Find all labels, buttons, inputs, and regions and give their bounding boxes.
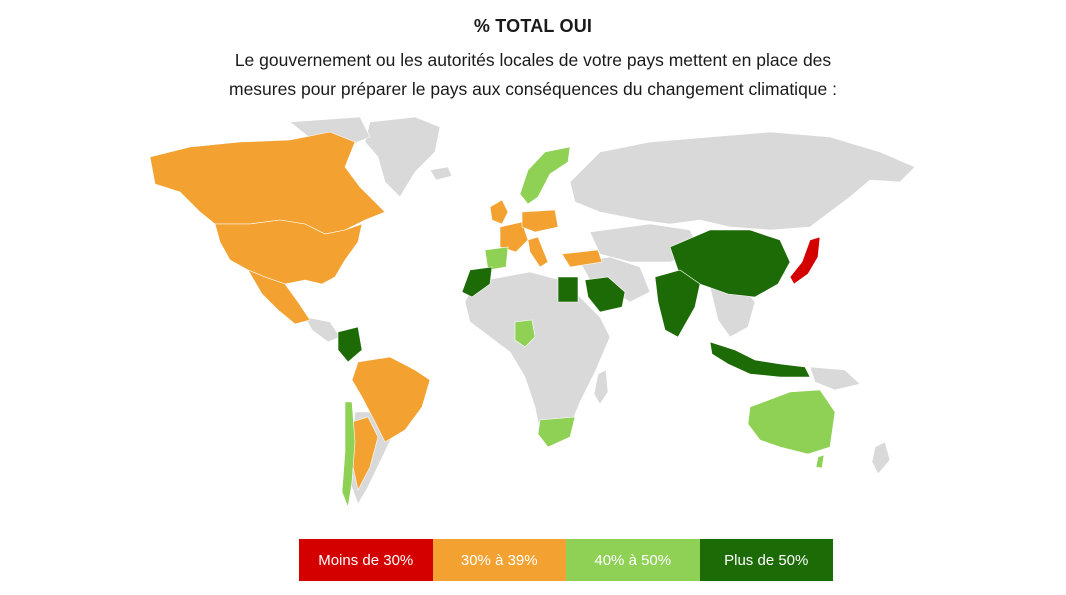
country-japan [789,236,821,285]
subtitle-line-1: Le gouvernement ou les autorités locales… [234,50,832,70]
country-nigeria [514,319,536,348]
land-new-guinea [809,366,861,391]
land-iceland [429,166,453,181]
country-france [499,221,529,253]
country-colombia [337,326,363,363]
country-india [654,269,701,338]
country-mexico [247,269,311,325]
country-sweden-norway [519,146,571,205]
legend-item-gt50: Plus de 50% [699,539,833,581]
country-new-zealand-south [815,454,825,469]
country-uk [489,199,509,225]
land-russia [569,131,916,231]
country-chile [341,401,356,509]
country-saudi-arabia [584,276,626,313]
map-subtitle: Le gouvernement ou les autorités locales… [150,46,916,104]
country-brazil [351,356,431,443]
legend-label-lt30: Moins de 30% [318,551,414,569]
legend-label-40-50: 40% à 50% [594,551,672,569]
land-central-america [304,316,341,343]
land-new-zealand [871,441,891,475]
land-madagascar [593,369,609,405]
legend-item-lt30: Moins de 30% [299,539,433,581]
subtitle-line-2: mesures pour préparer le pays aux conséq… [229,79,837,99]
country-germany-poland [521,209,559,233]
country-italy [527,236,549,268]
country-spain [484,246,509,271]
country-australia [747,389,836,455]
country-usa [214,219,363,285]
country-turkey [561,249,603,268]
country-egypt [557,276,579,303]
country-indonesia [709,341,811,378]
land-greenland [364,116,441,198]
world-map [130,112,916,509]
legend-label-30-39: 30% à 39% [460,551,538,569]
legend-label-gt50: Plus de 50% [724,551,809,569]
country-south-africa [537,416,576,448]
legend-item-40-50: 40% à 50% [566,539,700,581]
country-morocco [461,266,493,298]
legend-item-30-39: 30% à 39% [432,539,566,581]
country-canada [149,131,386,235]
map-title: % TOTAL OUI [473,16,593,36]
legend: Moins de 30% 30% à 39% 40% à 50% Plus de… [299,539,833,581]
